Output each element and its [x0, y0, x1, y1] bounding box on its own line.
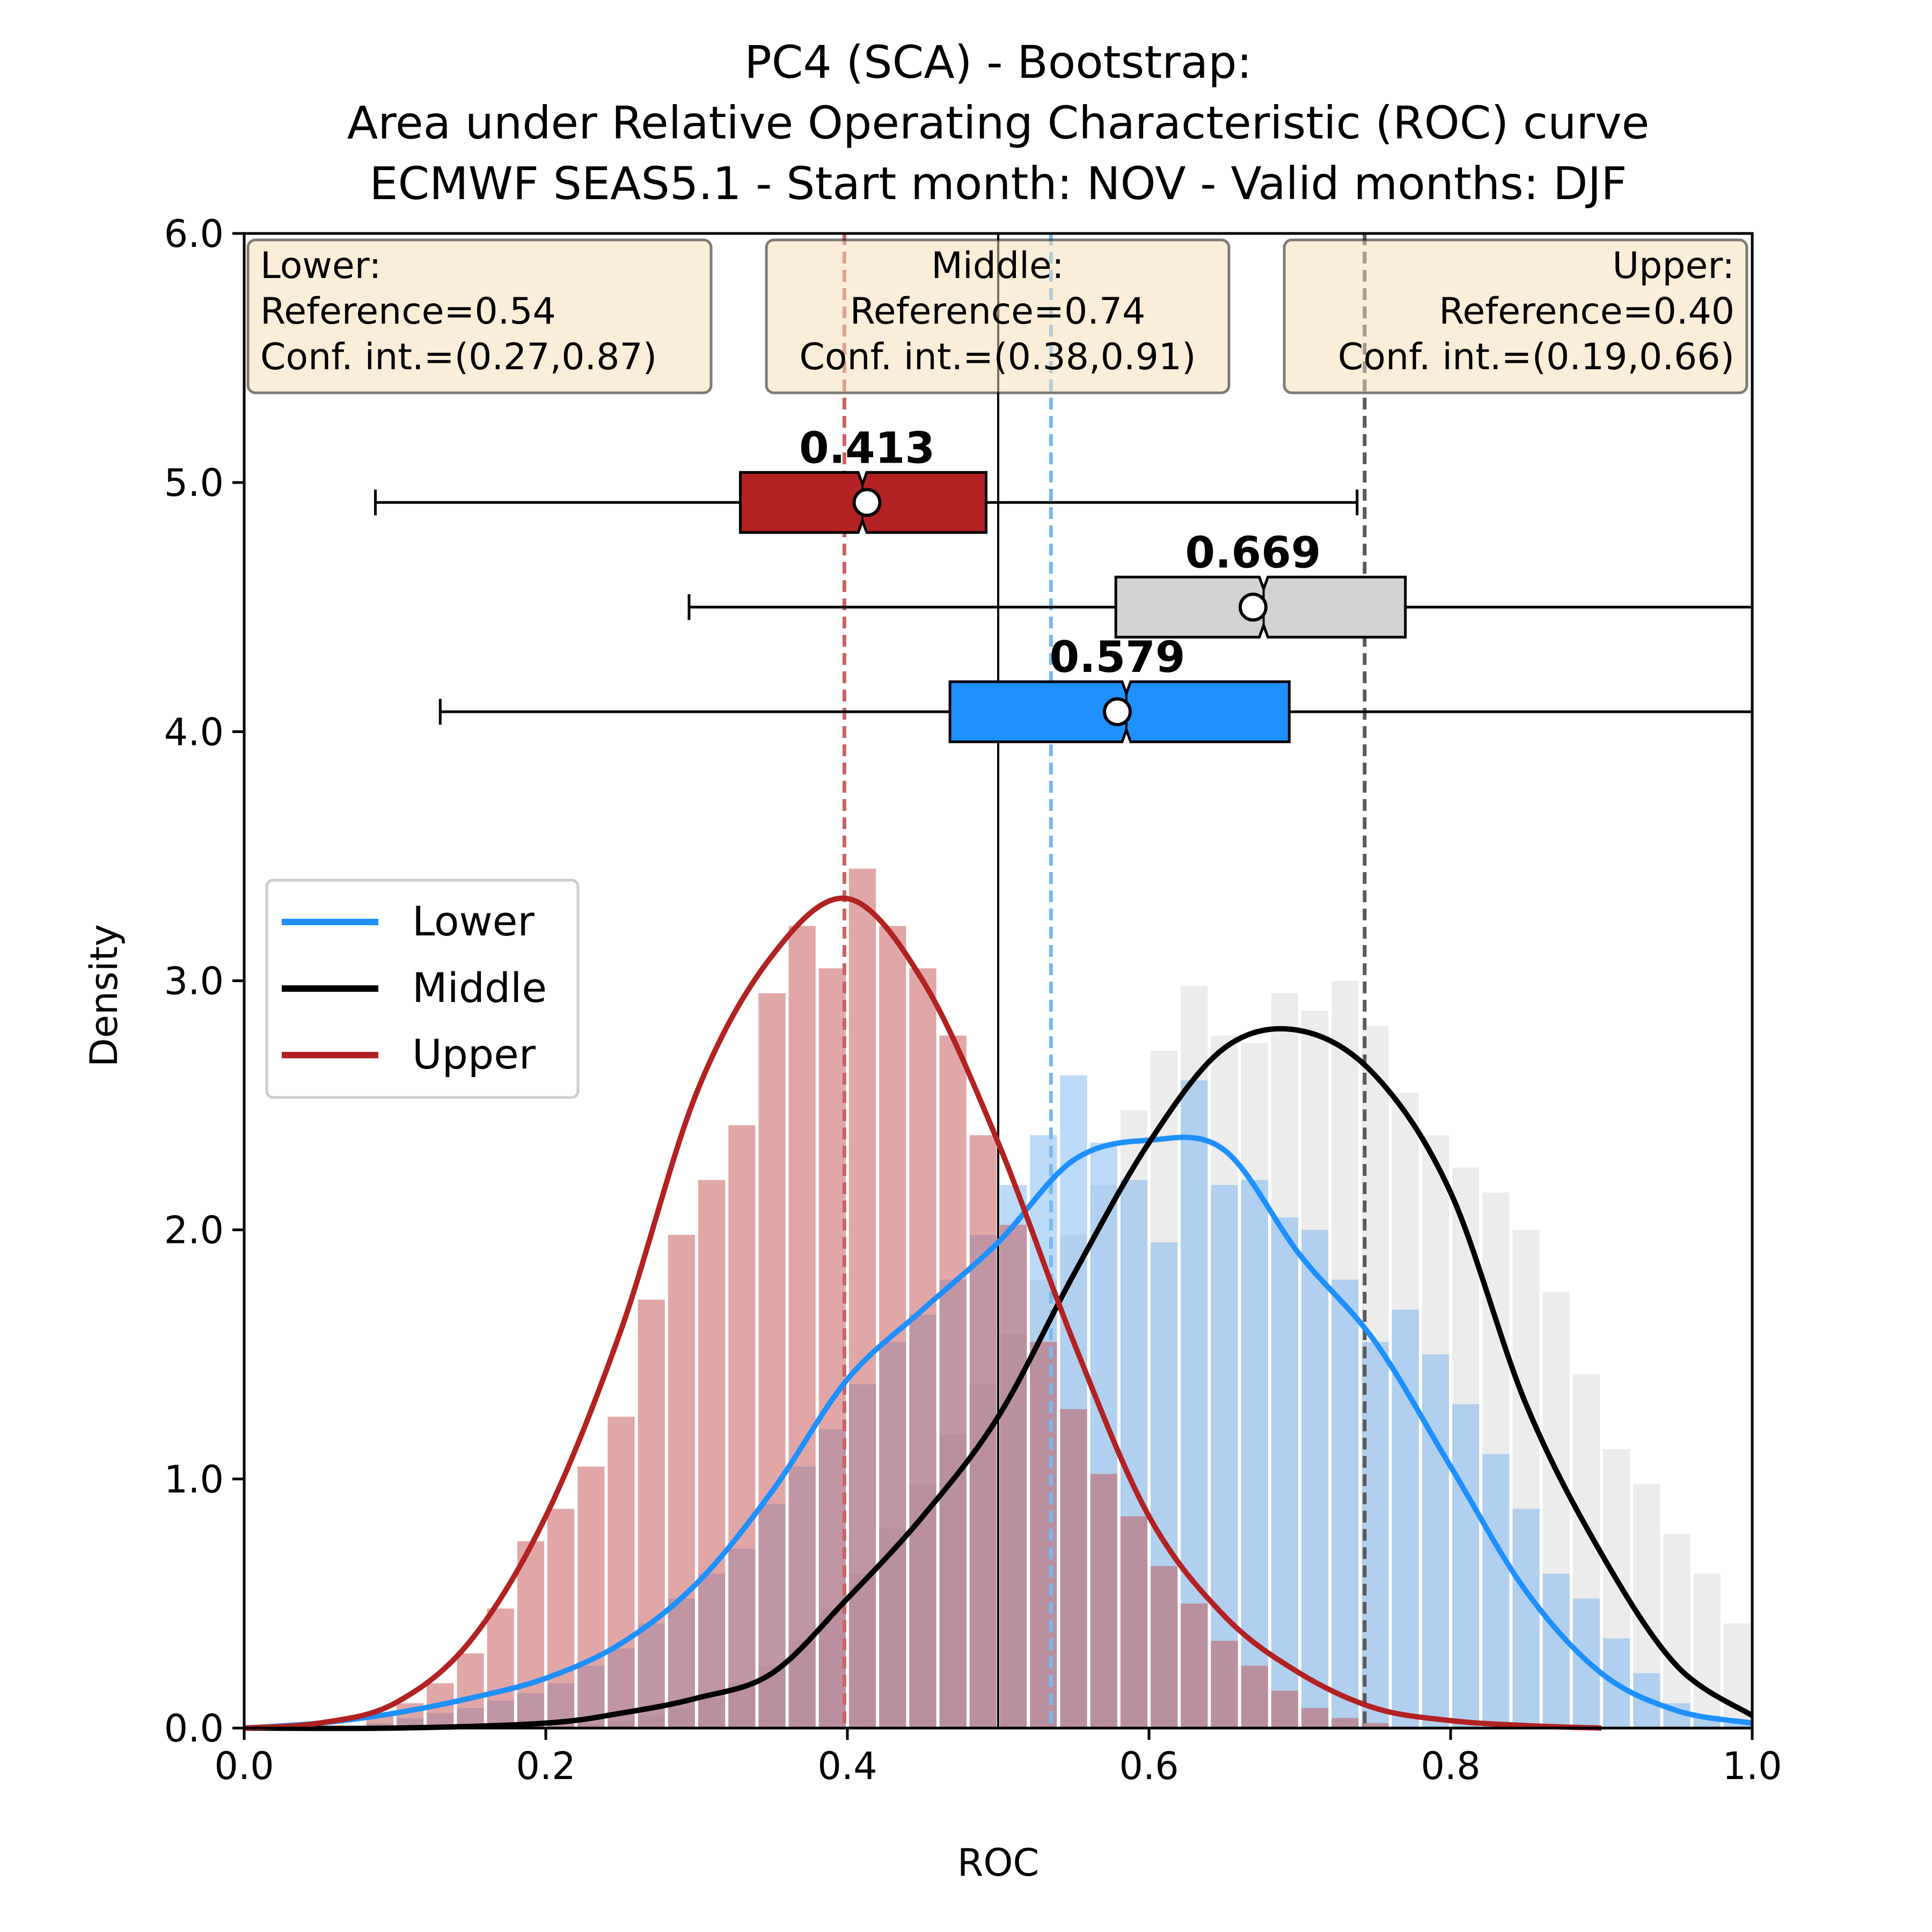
legend-box [265, 879, 580, 1099]
legend-label-lower: Lower [412, 897, 535, 945]
y-tick-label: 5.0 [164, 461, 224, 505]
hist-bar-middle [1422, 1135, 1449, 1728]
hist-bar-upper [457, 1653, 484, 1728]
hist-bar-upper [788, 926, 816, 1728]
hist-bar-middle [1482, 1192, 1510, 1728]
hist-bar-middle [1633, 1484, 1660, 1728]
hist-bar-upper [698, 1180, 726, 1728]
hist-bar-middle [1301, 1011, 1329, 1728]
info-box-middle-line-1: Middle: [931, 245, 1064, 287]
hist-bar-lower [1301, 1230, 1329, 1728]
hist-bar-upper [1120, 1516, 1147, 1728]
hist-bar-middle [1271, 993, 1298, 1728]
median-label-lower: 0.579 [1049, 632, 1185, 682]
mean-marker-middle [1238, 592, 1268, 622]
median-label-upper: 0.413 [799, 423, 935, 473]
legend-label-upper: Upper [412, 1030, 536, 1078]
info-box-lower-line-3: Conf. int.=(0.27,0.87) [260, 336, 657, 378]
hist-bar-lower [1452, 1404, 1480, 1728]
x-tick-label: 0.6 [1119, 1744, 1179, 1788]
hist-bar-upper [487, 1608, 514, 1728]
info-box-middle [765, 238, 1231, 394]
hist-bar-upper [909, 968, 936, 1728]
hist-bar-upper [1362, 1723, 1389, 1728]
hist-bar-upper [608, 1416, 635, 1728]
hist-bar-middle [1663, 1533, 1690, 1728]
hist-bar-lower [1542, 1574, 1570, 1728]
hist-bar-middle [1241, 1043, 1268, 1728]
chart-title-line-2: Area under Relative Operating Characteri… [347, 97, 1650, 149]
hist-bar-upper [849, 868, 876, 1728]
hist-bar-upper [638, 1299, 665, 1728]
hist-bar-lower [1512, 1509, 1540, 1728]
median-label-middle: 0.669 [1185, 528, 1321, 577]
info-box-lower [246, 238, 713, 394]
kde-curve-lower [244, 1135, 1753, 1731]
hist-bar-middle [1542, 1292, 1570, 1728]
hist-bar-upper [1241, 1665, 1268, 1728]
hist-bar-lower [1422, 1354, 1449, 1728]
x-axis-label: ROC [957, 1841, 1040, 1885]
y-tick-label: 3.0 [164, 960, 224, 1004]
hist-bar-upper [1211, 1641, 1238, 1728]
y-tick-label: 4.0 [164, 710, 224, 754]
hist-bar-middle [1693, 1574, 1721, 1728]
hist-bar-lower [1482, 1454, 1510, 1728]
hist-bar-upper [1000, 1225, 1027, 1728]
info-box-upper-line-3: Conf. int.=(0.19,0.66) [1338, 336, 1735, 378]
x-tick-label: 1.0 [1722, 1744, 1782, 1788]
hist-bar-upper [758, 993, 786, 1728]
hist-bar-upper [969, 1135, 997, 1728]
legend-label-middle: Middle [412, 964, 547, 1012]
hist-bar-lower [1271, 1217, 1298, 1728]
y-tick-label: 2.0 [164, 1209, 224, 1253]
hist-bar-upper [1301, 1708, 1329, 1728]
hist-bar-upper [1331, 1718, 1359, 1728]
info-box-lower-line-2: Reference=0.54 [260, 290, 556, 333]
hist-bar-lower [1331, 1279, 1359, 1728]
x-tick-label: 0.2 [516, 1744, 575, 1788]
hist-bar-lower [1211, 1185, 1238, 1728]
info-box-upper [1283, 238, 1748, 394]
hist-bar-upper [939, 1035, 967, 1728]
hist-bar-upper [1271, 1690, 1298, 1728]
hist-bar-middle [1331, 980, 1359, 1728]
chart-title-line-1: PC4 (SCA) - Bootstrap: [744, 36, 1252, 89]
y-axis-label: Density [82, 924, 126, 1067]
y-tick-label: 6.0 [164, 212, 224, 256]
x-tick-label: 0.8 [1421, 1744, 1480, 1788]
mean-marker-lower [1102, 697, 1132, 727]
info-box-upper-line-1: Upper: [1612, 245, 1735, 287]
kde-curve-middle [244, 1026, 1754, 1731]
hist-bar-upper [1030, 1342, 1057, 1728]
hist-bar-upper [1181, 1603, 1208, 1728]
info-box-middle-line-2: Reference=0.74 [850, 290, 1146, 333]
hist-bar-upper [1060, 1409, 1087, 1728]
hist-bar-upper [1090, 1474, 1117, 1728]
x-tick-label: 0.4 [817, 1744, 877, 1788]
x-tick-label: 0.0 [214, 1744, 274, 1788]
y-tick-label: 0.0 [164, 1707, 224, 1751]
hist-bar-upper [577, 1466, 605, 1728]
plot-area: 0.5790.6690.413Lower:Reference=0.54Conf.… [164, 212, 1782, 1788]
hist-bar-upper [547, 1509, 575, 1728]
chart-title-line-3: ECMWF SEAS5.1 - Start month: NOV - Valid… [369, 157, 1627, 210]
info-box-upper-line-2: Reference=0.40 [1439, 290, 1735, 333]
hist-bar-middle [1512, 1230, 1540, 1728]
hist-bar-middle [1392, 1093, 1419, 1728]
info-box-lower-line-1: Lower: [260, 245, 381, 287]
hist-bar-upper [728, 1125, 756, 1728]
info-box-middle-line-3: Conf. int.=(0.38,0.91) [799, 336, 1196, 378]
hist-bar-upper [517, 1541, 544, 1728]
hist-bar-lower [1723, 1723, 1751, 1728]
kde-curve-upper [244, 895, 1602, 1731]
y-tick-label: 1.0 [164, 1458, 224, 1502]
hist-bar-upper [668, 1234, 695, 1728]
hist-bar-upper [1151, 1566, 1178, 1728]
mean-marker-upper [852, 488, 882, 517]
